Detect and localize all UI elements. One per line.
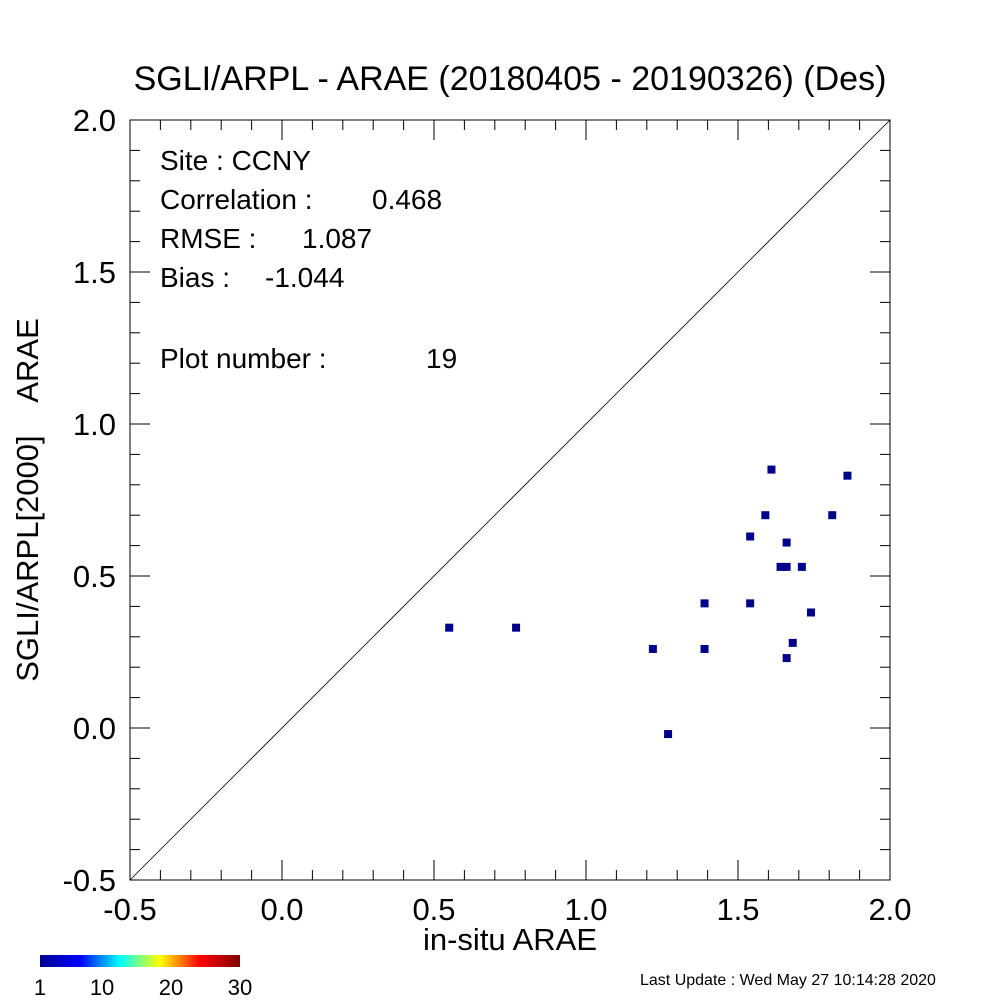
x-tick-label: 0.0 <box>260 892 303 927</box>
x-tick-label: -0.5 <box>103 892 156 927</box>
axis-ticks: -0.5 0.0 0.5 1.0 1.5 2.0 -0.5 0.0 0.5 1.0 1.5 2.0 <box>63 103 912 927</box>
x-tick-label: 1.5 <box>716 892 759 927</box>
plot-frame <box>129 119 891 881</box>
stat-correlation-value: 0.468 <box>372 184 442 215</box>
stat-rmse-label: RMSE : <box>160 223 256 254</box>
y-tick-label: -0.5 <box>63 863 116 898</box>
stat-site: Site : CCNY <box>160 145 311 176</box>
data-point <box>782 654 791 663</box>
stat-bias-label: Bias : <box>160 262 230 293</box>
last-update-text: Last Update : Wed May 27 10:14:28 2020 <box>640 972 936 989</box>
stat-rmse-value: 1.087 <box>302 223 372 254</box>
stat-bias-value: -1.044 <box>265 262 344 293</box>
data-point <box>648 644 657 653</box>
colorbar <box>40 955 240 967</box>
colorbar-tick-label: 10 <box>90 975 114 1000</box>
data-point <box>746 532 755 541</box>
data-point <box>761 511 770 520</box>
x-axis-label: in-situ ARAE <box>423 922 597 957</box>
data-point <box>512 623 521 632</box>
data-point <box>664 730 673 739</box>
stat-plot-number-value: 19 <box>426 343 457 374</box>
data-point <box>776 562 785 571</box>
chart-title: SGLI/ARPL - ARAE (20180405 - 20190326) (… <box>134 60 887 98</box>
y-tick-label: 2.0 <box>73 103 116 138</box>
data-points <box>445 465 852 739</box>
data-point <box>746 599 755 608</box>
data-point <box>782 538 791 547</box>
y-axis-label: SGLI/ARPL[2000] ARAE <box>10 318 45 682</box>
colorbar-ticks: 1 10 20 30 <box>34 975 252 1000</box>
data-point <box>767 465 776 474</box>
data-point <box>806 608 815 617</box>
colorbar-tick-label: 1 <box>34 975 46 1000</box>
one-to-one-line <box>129 119 891 881</box>
colorbar-tick-label: 20 <box>159 975 183 1000</box>
x-tick-label: 0.5 <box>412 892 455 927</box>
data-point <box>797 562 806 571</box>
data-point <box>700 644 709 653</box>
data-point <box>828 511 837 520</box>
x-tick-label: 1.0 <box>564 892 607 927</box>
x-tick-label: 2.0 <box>868 892 911 927</box>
y-tick-label: 1.0 <box>73 407 116 442</box>
data-point <box>782 562 791 571</box>
data-point <box>700 599 709 608</box>
data-point <box>445 623 454 632</box>
y-tick-label: 0.5 <box>73 559 116 594</box>
stats-box: Site : CCNY Correlation : 0.468 RMSE : 1… <box>160 145 457 374</box>
data-point <box>843 471 852 480</box>
colorbar-tick-label: 30 <box>228 975 252 1000</box>
y-tick-label: 1.5 <box>73 255 116 290</box>
stat-correlation-label: Correlation : <box>160 184 313 215</box>
stat-plot-number-label: Plot number : <box>160 343 327 374</box>
y-tick-label: 0.0 <box>73 711 116 746</box>
data-point <box>788 638 797 647</box>
